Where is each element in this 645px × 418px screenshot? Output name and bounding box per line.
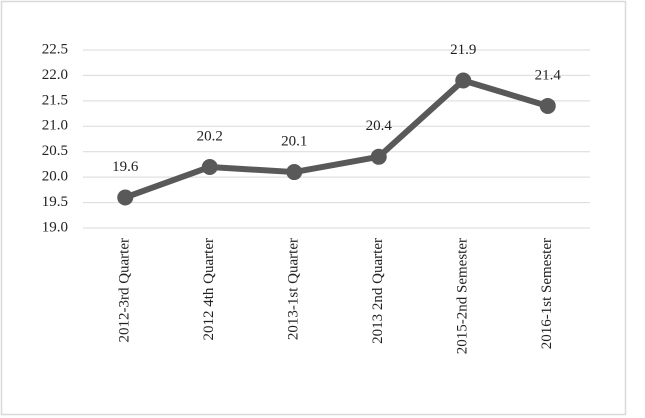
x-tick-label: 2012-3rd Quarter [117,238,133,343]
data-point [455,72,472,89]
y-tick-label: 22.0 [42,67,68,83]
x-tick-label: 2013 2nd Quarter [370,238,386,344]
data-label: 21.4 [535,67,562,83]
data-label: 20.2 [197,128,223,144]
y-tick-label: 19.5 [42,194,68,210]
x-tick-label: 2015-2nd Semester [455,238,471,354]
data-label: 20.1 [281,133,307,149]
data-point [286,164,303,181]
y-tick-label: 20.0 [42,169,68,185]
data-label: 20.4 [366,118,393,134]
data-point [117,189,134,206]
y-tick-label: 22.5 [42,41,68,57]
y-tick-label: 21.0 [42,118,68,134]
data-point [539,97,556,114]
x-tick-label: 2013-1st Quarter [286,238,302,340]
y-tick-label: 20.5 [42,143,68,159]
data-point [370,148,387,165]
y-tick-label: 19.0 [42,219,68,235]
data-line [124,77,549,201]
chart-frame [0,0,627,416]
x-tick-label: 2012 4th Quarter [201,238,217,340]
data-label: 19.6 [112,159,139,175]
data-label: 21.9 [450,42,476,58]
data-point [201,158,218,175]
y-tick-label: 21.5 [42,92,68,108]
x-tick-label: 2016-1st Semester [539,238,555,349]
